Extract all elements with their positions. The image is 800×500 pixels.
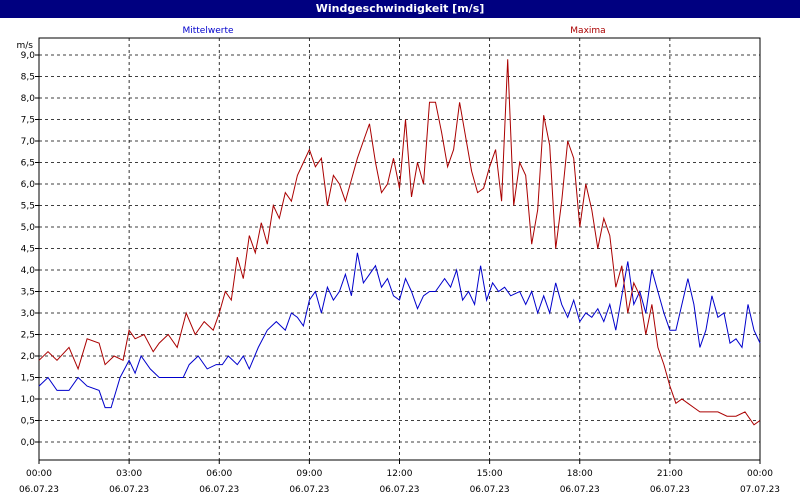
x-tick-time-label: 06:00 — [206, 469, 232, 479]
wind-speed-chart: 0,0 0,5 1,0 1,5 2,0 2,5 3,0 3,5 4,0 4,5 5,0 5,5 6,0 6… — [17, 26, 781, 495]
x-tick-time-label: 21:00 — [657, 469, 683, 479]
y-tick-label: 5,5 — [21, 202, 35, 212]
series-line-maxima — [38, 59, 761, 426]
x-tick-date-label: 06.07.23 — [289, 485, 329, 495]
x-tick-time-label: 00:00 — [747, 469, 773, 479]
y-tick-label: 7,5 — [21, 116, 35, 126]
y-tick-label: 6,0 — [21, 180, 36, 190]
y-tick-label: 3,0 — [21, 309, 36, 319]
x-tick-date-label: 07.07.23 — [740, 485, 780, 495]
y-tick-label: 1,0 — [21, 395, 36, 405]
y-tick-label: 0,0 — [21, 438, 36, 448]
x-tick-time-label: 15:00 — [477, 469, 503, 479]
y-tick-label: 5,0 — [21, 223, 36, 233]
y-tick-label: 2,5 — [21, 331, 35, 341]
x-tick-time-label: 03:00 — [116, 469, 142, 479]
window-titlebar: Windgeschwindigkeit [m/s] — [0, 0, 800, 18]
y-tick-label: 3,5 — [21, 288, 35, 298]
legend-maxima: Maxima — [570, 26, 605, 36]
y-tick-label: 8,0 — [21, 94, 36, 104]
y-tick-label: 0,5 — [21, 417, 35, 427]
x-tick-time-label: 09:00 — [296, 469, 322, 479]
y-axis-label: m/s — [17, 41, 34, 51]
y-tick-label: 9,0 — [21, 51, 36, 61]
y-tick-label: 6,5 — [21, 159, 35, 169]
x-tick-date-label: 06.07.23 — [470, 485, 510, 495]
y-tick-label: 4,0 — [21, 266, 36, 276]
x-tick-date-label: 06.07.23 — [379, 485, 419, 495]
y-tick-label: 2,0 — [21, 352, 36, 362]
y-tick-label: 7,0 — [21, 137, 36, 147]
x-tick-time-label: 18:00 — [567, 469, 593, 479]
x-tick-time-label: 12:00 — [387, 469, 413, 479]
x-tick-date-label: 06.07.23 — [560, 485, 600, 495]
x-tick-date-label: 06.07.23 — [650, 485, 690, 495]
y-tick-label: 8,5 — [21, 73, 35, 83]
y-tick-label: 4,5 — [21, 245, 35, 255]
y-tick-label: 1,5 — [21, 374, 35, 384]
x-tick-date-label: 06.07.23 — [199, 485, 239, 495]
legend-mittelwerte: Mittelwerte — [182, 26, 233, 36]
x-tick-date-label: 06.07.23 — [19, 485, 59, 495]
series-line-mittelwerte — [38, 252, 761, 409]
x-tick-time-label: 00:00 — [26, 469, 52, 479]
x-tick-date-label: 06.07.23 — [109, 485, 149, 495]
